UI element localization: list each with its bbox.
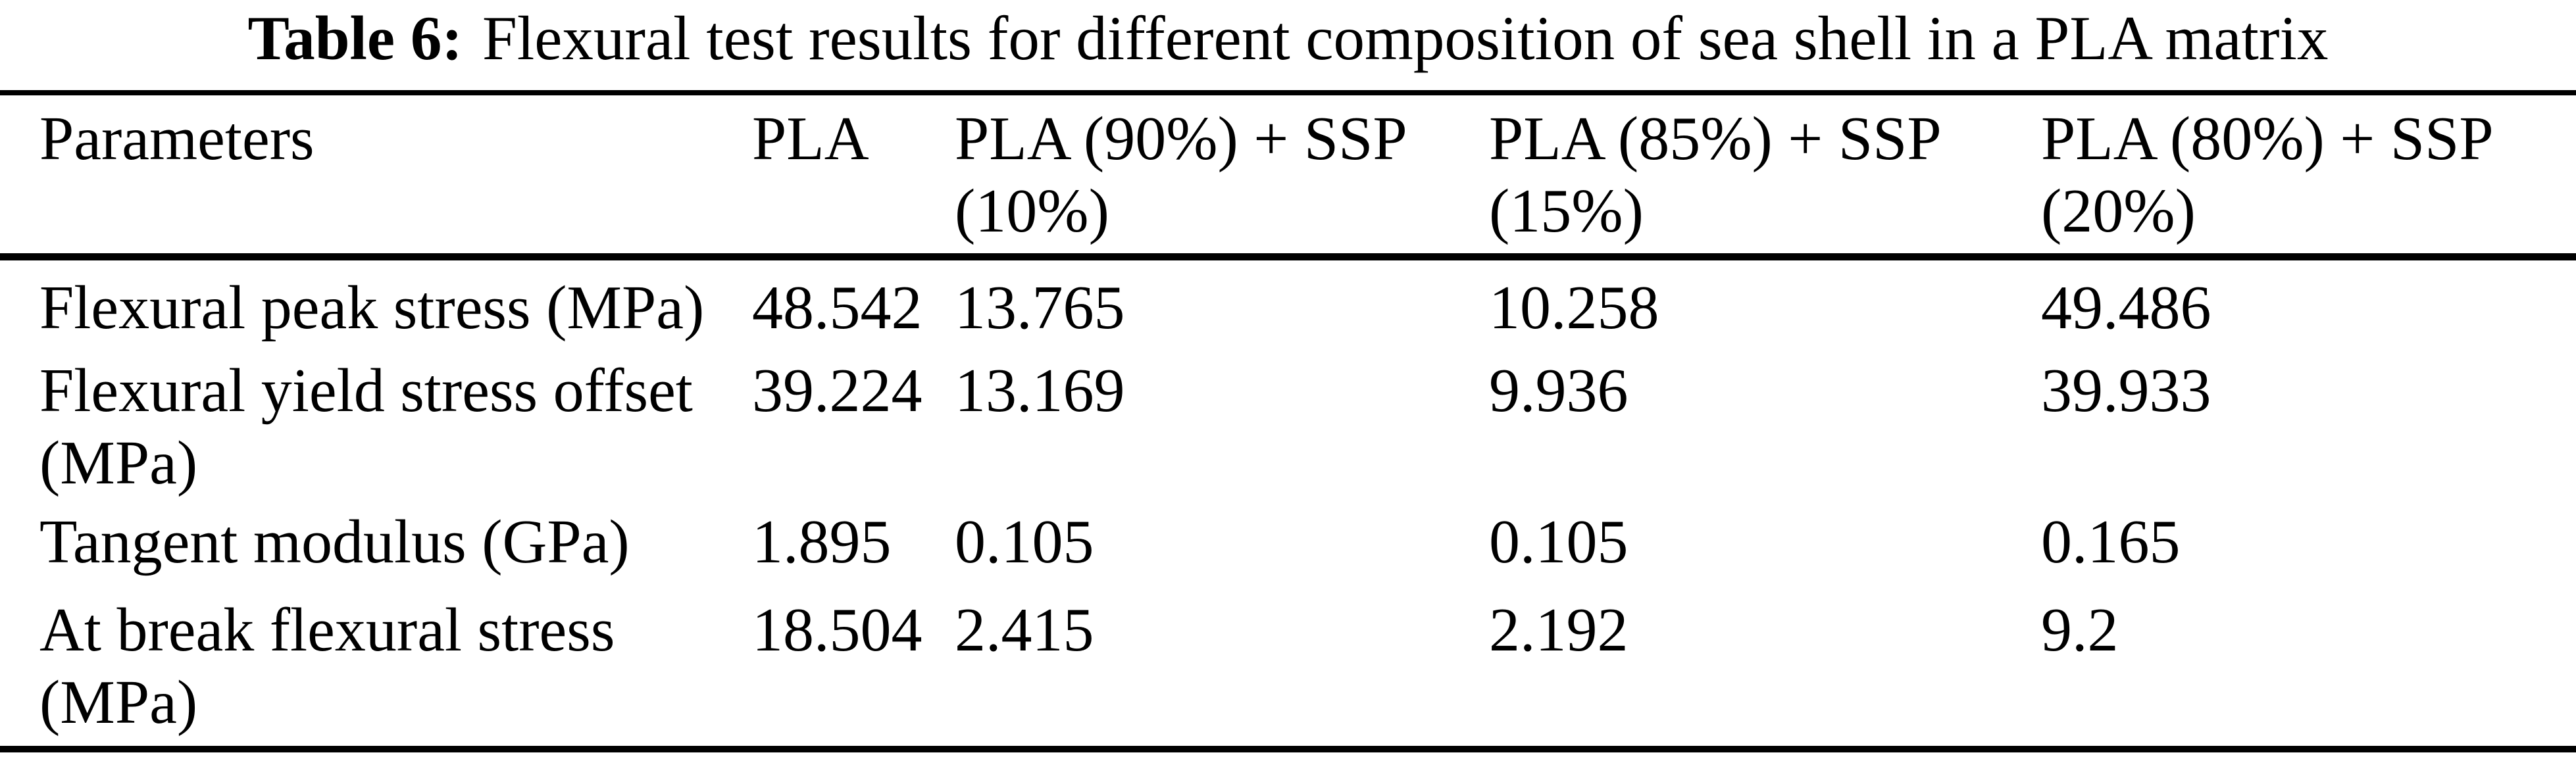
header-row: Parameters PLA PLA (90%) + SSP (10%) PLA… (0, 93, 2576, 257)
value-cell: 0.105 (1489, 508, 1629, 577)
table-row-flexural-yield-stress-offset: Flexural yield stress offset (MPa) 39.22… (0, 350, 2576, 502)
column-header-pla: PLA (752, 105, 869, 174)
table-caption: Table 6: Flexural test results for differ… (0, 0, 2576, 74)
table-caption-label: Table 6: (247, 3, 463, 73)
value-cell: 1.895 (752, 508, 892, 577)
value-cell: 49.486 (2041, 274, 2211, 343)
column-header-parameters: Parameters (39, 105, 315, 174)
value-cell: 13.765 (955, 274, 1125, 343)
param-cell: Flexural yield stress offset (MPa) (39, 356, 693, 498)
column-header-pla85-ssp15: PLA (85%) + SSP (15%) (1489, 105, 1942, 246)
value-cell: 18.504 (752, 596, 922, 665)
value-cell: 13.169 (955, 356, 1125, 426)
table-row-tangent-modulus: Tangent modulus (GPa) 1.895 0.105 0.105 … (0, 502, 2576, 584)
value-cell: 0.105 (955, 508, 1094, 577)
value-cell: 10.258 (1489, 274, 1659, 343)
flexural-results-table: Parameters PLA PLA (90%) + SSP (10%) PLA… (0, 90, 2576, 752)
column-header-pla90-ssp10: PLA (90%) + SSP (10%) (955, 105, 1407, 246)
column-header-pla80-ssp20: PLA (80%) + SSP (20%) (2041, 105, 2494, 246)
value-cell: 9.2 (2041, 596, 2119, 665)
value-cell: 39.933 (2041, 356, 2211, 426)
param-cell: Tangent modulus (GPa) (39, 508, 630, 577)
value-cell: 48.542 (752, 274, 922, 343)
value-cell: 2.415 (955, 596, 1094, 665)
param-cell: Flexural peak stress (MPa) (39, 274, 705, 343)
value-cell: 2.192 (1489, 596, 1629, 665)
table-row-flexural-peak-stress: Flexural peak stress (MPa) 48.542 13.765… (0, 257, 2576, 350)
param-cell: At break flexural stress (MPa) (39, 596, 615, 737)
table-caption-text: Flexural test results for different comp… (482, 3, 2329, 73)
table-row-at-break-flexural-stress: At break flexural stress (MPa) 18.504 2.… (0, 584, 2576, 749)
value-cell: 9.936 (1489, 356, 1629, 426)
value-cell: 0.165 (2041, 508, 2181, 577)
value-cell: 39.224 (752, 356, 922, 426)
